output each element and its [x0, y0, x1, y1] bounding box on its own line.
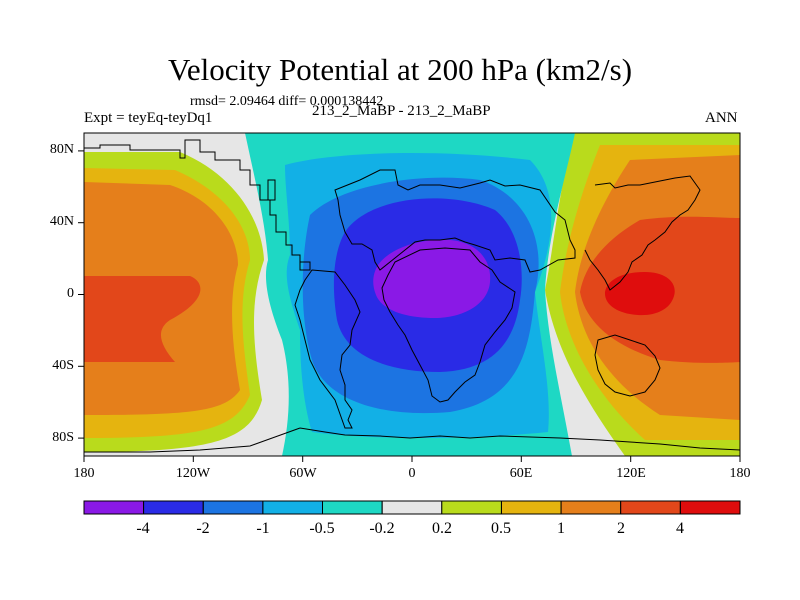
contour-field — [84, 133, 740, 456]
coastline-north-america — [84, 139, 311, 271]
lon-label-180w: 180 — [73, 466, 95, 481]
experiment-label: Expt = teyEq-teyDq1 — [84, 110, 213, 126]
contour-band-wrap-2 — [84, 276, 201, 362]
lon-label-60w: 60W — [289, 466, 317, 481]
lat-label-80s: 80S — [52, 430, 74, 445]
continent-outlines — [84, 139, 740, 453]
colorbar-label: 0.5 — [491, 520, 511, 537]
lat-label-80n: 80N — [49, 142, 74, 157]
colorbar-swatch — [620, 500, 681, 515]
colorbar-swatch — [501, 500, 562, 515]
plot-title: Velocity Potential at 200 hPa (km2/s) — [167, 52, 633, 87]
colorbar-label: 4 — [676, 520, 684, 537]
colorbar-swatch — [83, 500, 145, 515]
axis-ticks — [78, 150, 741, 462]
coastline-australia — [594, 334, 661, 397]
colorbar-swatch — [679, 500, 741, 515]
colorbar-label: -0.2 — [369, 520, 395, 537]
colorbar-swatch — [322, 500, 383, 515]
lon-label-120w: 120W — [175, 466, 211, 481]
lon-label-0: 0 — [408, 466, 416, 481]
lat-label-eq: 0 — [67, 286, 74, 301]
coastline-antarctica — [84, 427, 740, 453]
colorbar-swatch — [560, 500, 622, 515]
colorbar-label: -2 — [196, 520, 210, 537]
coastline-eurasia — [334, 169, 576, 273]
contour-band-neg-4 — [373, 239, 491, 318]
season-label: ANN — [705, 110, 738, 126]
coastline-africa — [381, 247, 516, 403]
lon-label-180e: 180 — [729, 466, 751, 481]
colorbar-label: 0.2 — [432, 520, 452, 537]
lat-label-40n: 40N — [49, 214, 74, 229]
colorbar-swatch — [202, 500, 264, 515]
colorbar-label: 2 — [617, 520, 625, 537]
lon-label-120e: 120E — [616, 466, 646, 481]
lat-label-40s: 40S — [52, 358, 74, 373]
colorbar-swatch — [262, 500, 323, 515]
case-label: 213_2_MaBP - 213_2_MaBP — [312, 103, 491, 119]
colorbar-label: -1 — [256, 520, 270, 537]
colorbar-label: -0.5 — [309, 520, 335, 537]
colorbar-swatch — [143, 500, 204, 515]
coastline-south-america — [294, 269, 361, 429]
rmsd-diff-stats: rmsd= 2.09464 diff= 0.000138442 — [190, 94, 384, 109]
colorbar — [83, 500, 741, 515]
lon-label-60e: 60E — [509, 466, 533, 481]
colorbar-swatch — [441, 500, 502, 515]
colorbar-label: 1 — [557, 520, 565, 537]
colorbar-swatch — [381, 500, 443, 515]
colorbar-label: -4 — [136, 520, 150, 537]
coastline-east-asia — [584, 175, 701, 291]
contour-band-pos-4 — [604, 272, 675, 316]
